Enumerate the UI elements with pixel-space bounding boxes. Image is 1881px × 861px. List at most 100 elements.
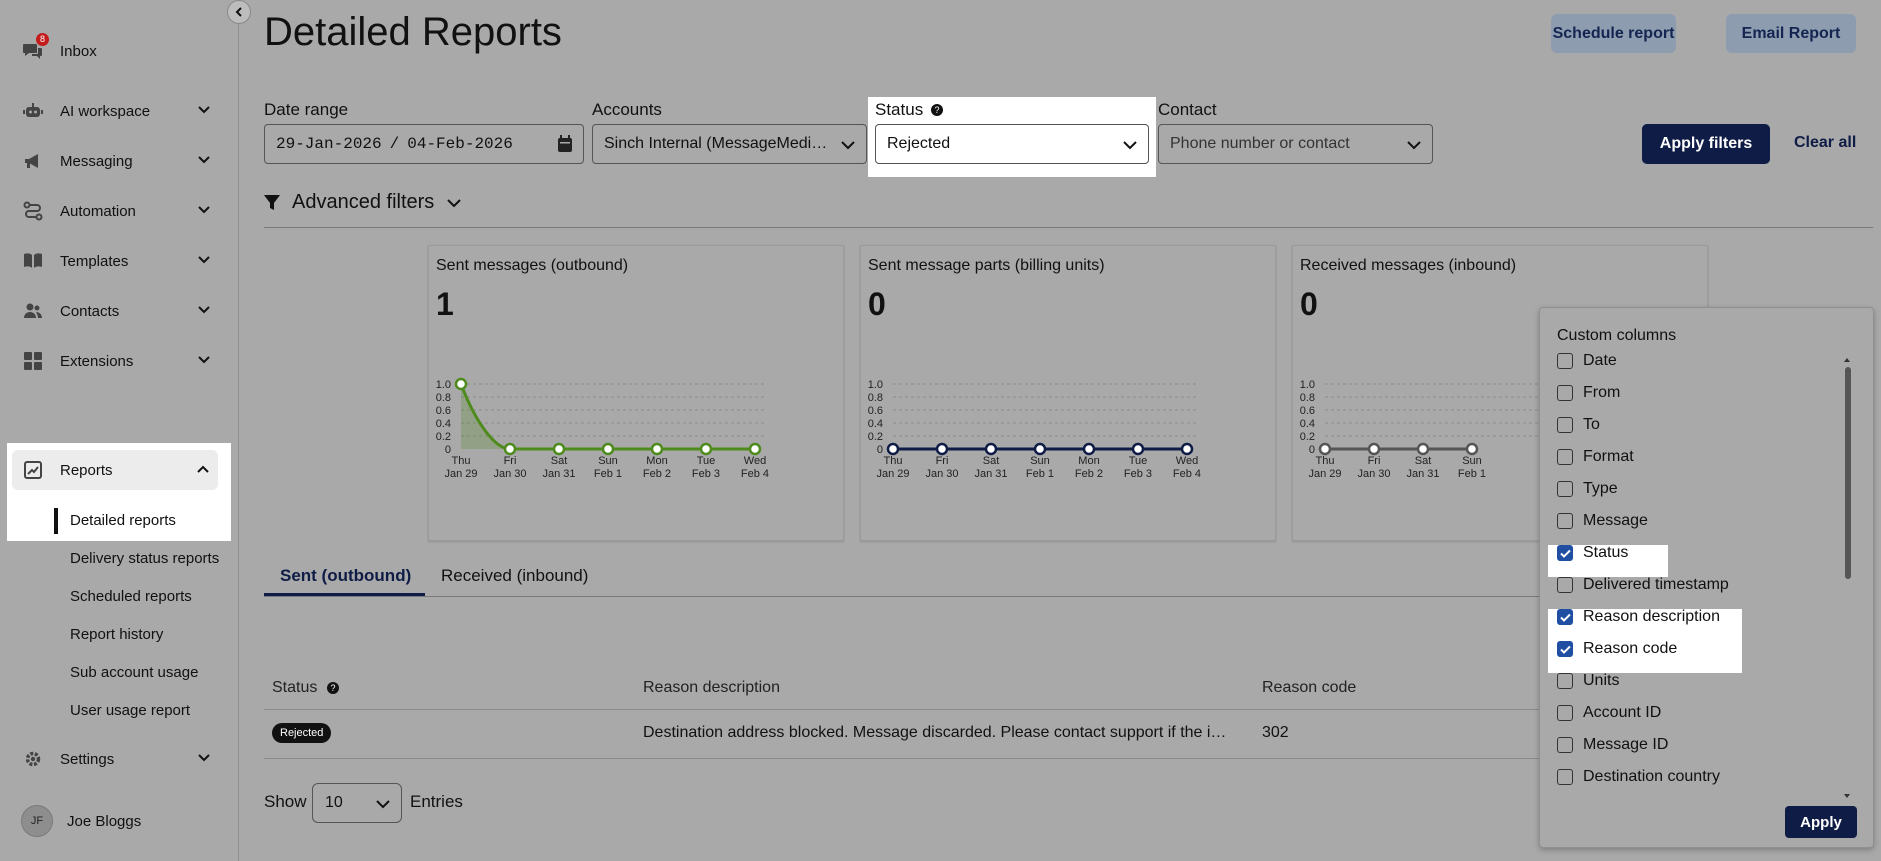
divider bbox=[264, 227, 1873, 228]
y-tick-label: 0.2 bbox=[1300, 431, 1315, 443]
date-start: 29-Jan-2026 bbox=[276, 135, 382, 153]
x-tick-label: Jan 29 bbox=[444, 468, 477, 480]
column-option-message-id[interactable]: Message ID bbox=[1557, 733, 1668, 757]
y-tick-label: 0.8 bbox=[1300, 392, 1315, 404]
email-report-button[interactable]: Email Report bbox=[1726, 14, 1856, 53]
sidebar-subitem-sub-account-usage[interactable]: Sub account usage bbox=[70, 664, 199, 681]
sidebar-item-automation[interactable]: Automation bbox=[12, 191, 219, 231]
series-area bbox=[461, 384, 755, 449]
checkbox[interactable] bbox=[1557, 769, 1573, 785]
advanced-filters-toggle[interactable]: Advanced filters bbox=[264, 191, 462, 214]
sidebar-item-templates[interactable]: Templates bbox=[12, 241, 219, 281]
checkmark-icon bbox=[1559, 613, 1571, 622]
column-option-units[interactable]: Units bbox=[1557, 669, 1619, 693]
chevron-down-icon bbox=[1406, 138, 1422, 157]
checkbox[interactable] bbox=[1557, 449, 1573, 465]
x-tick-label: Sat bbox=[983, 455, 1000, 467]
tabs-divider bbox=[264, 596, 1564, 597]
checkbox[interactable] bbox=[1557, 737, 1573, 753]
sidebar-item-contacts[interactable]: Contacts bbox=[12, 291, 219, 331]
contact-select[interactable]: Phone number or contact bbox=[1158, 124, 1433, 164]
inbox-badge: 8 bbox=[36, 33, 49, 46]
column-option-reason-description[interactable]: Reason description bbox=[1557, 605, 1720, 629]
data-point bbox=[1180, 442, 1194, 456]
column-option-to[interactable]: To bbox=[1557, 413, 1600, 437]
help-icon[interactable]: ? bbox=[327, 682, 340, 694]
series-line bbox=[459, 383, 755, 451]
checkbox[interactable] bbox=[1557, 641, 1573, 657]
y-tick-label: 0.8 bbox=[868, 392, 883, 404]
apply-columns-button[interactable]: Apply bbox=[1785, 806, 1857, 838]
column-header-status[interactable]: Status ? bbox=[272, 679, 340, 697]
status-select[interactable]: Rejected bbox=[875, 124, 1149, 164]
x-tick-label: Sat bbox=[551, 455, 568, 467]
scrollbar-track[interactable] bbox=[1843, 355, 1851, 801]
chevron-down-icon bbox=[375, 797, 391, 816]
tab-received-inbound[interactable]: Received (inbound) bbox=[441, 566, 589, 585]
column-option-destination-country[interactable]: Destination country bbox=[1557, 765, 1720, 789]
apply-filters-button[interactable]: Apply filters bbox=[1642, 124, 1770, 164]
checkbox[interactable] bbox=[1557, 673, 1573, 689]
grid-icon bbox=[20, 348, 46, 374]
checkbox[interactable] bbox=[1557, 513, 1573, 529]
accounts-select[interactable]: Sinch Internal (MessageMedi… bbox=[592, 124, 867, 164]
sent-messages-card: Sent messages (outbound) 1 1.0 0.8 0.6 0.4 0… bbox=[428, 245, 844, 541]
checkbox[interactable] bbox=[1557, 481, 1573, 497]
checkbox[interactable] bbox=[1557, 353, 1573, 369]
sidebar-item-messaging[interactable]: Messaging bbox=[12, 141, 219, 181]
sidebar-subitem-report-history[interactable]: Report history bbox=[70, 626, 164, 643]
checkbox[interactable] bbox=[1557, 609, 1573, 625]
y-tick-label: 0.6 bbox=[868, 405, 883, 417]
entries-per-page-select[interactable]: 10 bbox=[312, 783, 402, 823]
reason-options-highlight bbox=[1548, 609, 1742, 673]
accounts-label: Accounts bbox=[592, 100, 662, 119]
checkbox[interactable] bbox=[1557, 545, 1573, 561]
date-range-field[interactable]: 29-Jan-2026 / 04-Feb-2026 bbox=[264, 124, 584, 164]
checkbox[interactable] bbox=[1557, 385, 1573, 401]
sidebar-item-settings[interactable]: Settings bbox=[12, 739, 219, 779]
data-point bbox=[1082, 442, 1096, 456]
checkbox[interactable] bbox=[1557, 417, 1573, 433]
y-tick-label: 0 bbox=[445, 444, 451, 456]
collapse-sidebar-button[interactable] bbox=[227, 0, 251, 24]
help-icon[interactable]: ? bbox=[931, 104, 944, 116]
column-option-reason-code[interactable]: Reason code bbox=[1557, 637, 1677, 661]
column-option-from[interactable]: From bbox=[1557, 381, 1620, 405]
card-title: Sent message parts (billing units) bbox=[868, 257, 1105, 274]
sidebar-item-reports[interactable]: Reports bbox=[12, 450, 218, 490]
sidebar-subitem-detailed-reports[interactable]: Detailed reports bbox=[54, 508, 176, 534]
sidebar-subitem-user-usage-report[interactable]: User usage report bbox=[70, 702, 191, 719]
y-tick-label: 0.4 bbox=[868, 418, 883, 430]
sidebar-subitem-delivery-status-reports[interactable]: Delivery status reports bbox=[70, 550, 220, 567]
sidebar-item-label: Templates bbox=[60, 252, 129, 270]
sidebar-item-ai-workspace[interactable]: AI workspace bbox=[12, 91, 219, 131]
contact-label: Contact bbox=[1158, 100, 1217, 119]
column-option-account-id[interactable]: Account ID bbox=[1557, 701, 1661, 725]
column-option-type[interactable]: Type bbox=[1557, 477, 1618, 501]
column-option-label: Message ID bbox=[1583, 736, 1669, 753]
checkbox[interactable] bbox=[1557, 577, 1573, 593]
column-option-date[interactable]: Date bbox=[1557, 349, 1617, 373]
column-option-message[interactable]: Message bbox=[1557, 509, 1648, 533]
sidebar-subitem-scheduled-reports[interactable]: Scheduled reports bbox=[70, 588, 192, 605]
column-option-label: Message bbox=[1583, 512, 1648, 529]
chart-icon bbox=[20, 457, 46, 483]
column-header-reason-description[interactable]: Reason description bbox=[643, 679, 780, 696]
sidebar-item-extensions[interactable]: Extensions bbox=[12, 341, 219, 381]
column-option-label: To bbox=[1583, 416, 1600, 433]
tab-sent-outbound[interactable]: Sent (outbound) bbox=[280, 566, 412, 585]
scrollbar-thumb[interactable] bbox=[1845, 367, 1851, 579]
column-option-format[interactable]: Format bbox=[1557, 445, 1634, 469]
checkbox[interactable] bbox=[1557, 705, 1573, 721]
sidebar-item-inbox[interactable]: 8 Inbox bbox=[12, 31, 219, 71]
clear-all-link[interactable]: Clear all bbox=[1794, 134, 1857, 151]
column-option-status[interactable]: Status bbox=[1557, 541, 1628, 565]
calendar-icon bbox=[557, 135, 573, 158]
card-title: Sent messages (outbound) bbox=[436, 257, 629, 274]
x-tick-label: Sun bbox=[1462, 455, 1482, 467]
column-header-reason-code[interactable]: Reason code bbox=[1262, 679, 1357, 696]
schedule-report-button[interactable]: Schedule report bbox=[1551, 14, 1676, 53]
column-option-delivered-timestamp[interactable]: Delivered timestamp bbox=[1557, 573, 1729, 597]
user-profile[interactable]: JF Joe Bloggs bbox=[21, 805, 141, 837]
sidebar-item-label: AI workspace bbox=[60, 102, 151, 120]
